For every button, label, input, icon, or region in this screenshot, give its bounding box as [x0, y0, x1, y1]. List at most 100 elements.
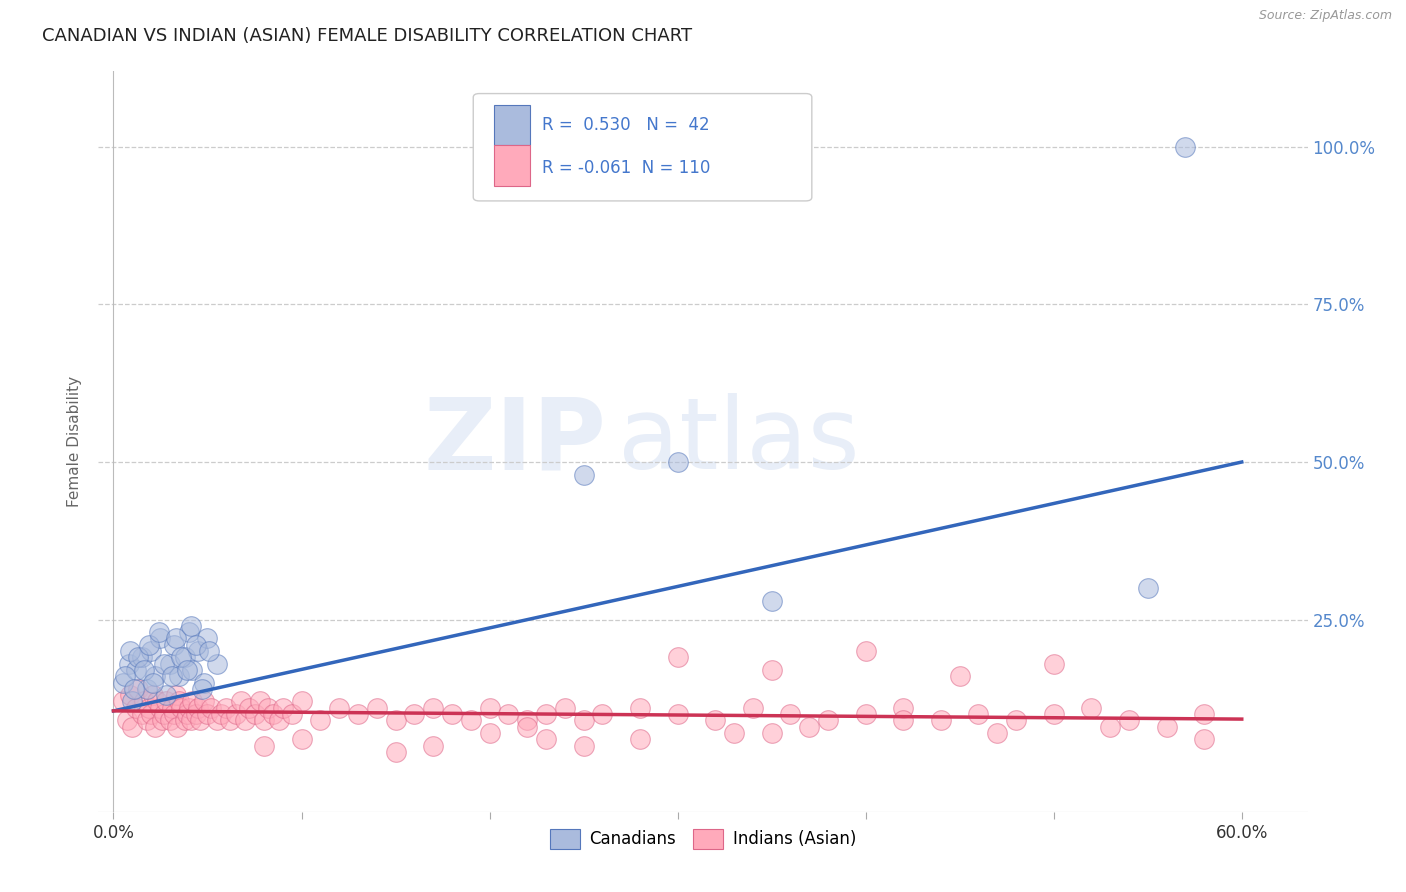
Point [145, 694, 167, 708]
Point [169, 669, 191, 683]
Point [170, 650, 193, 665]
Point [1192, 732, 1215, 747]
Point [516, 720, 538, 734]
Point [929, 714, 952, 728]
Point [328, 700, 350, 714]
Point [704, 714, 727, 728]
Point [153, 657, 176, 671]
Point [181, 663, 204, 677]
Point [111, 675, 134, 690]
Point [949, 669, 972, 683]
Point [115, 714, 138, 728]
Point [243, 707, 266, 722]
Point [132, 663, 155, 677]
Point [238, 700, 260, 714]
Point [169, 694, 191, 708]
Point [271, 700, 294, 714]
Point [139, 707, 162, 722]
Y-axis label: Female Disability: Female Disability [67, 376, 83, 508]
Point [138, 700, 160, 714]
Point [855, 707, 877, 722]
Point [150, 714, 173, 728]
Point [253, 739, 276, 753]
Point [180, 619, 202, 633]
Point [723, 726, 745, 740]
Point [249, 694, 271, 708]
Point [187, 700, 209, 714]
Point [779, 707, 801, 722]
Point [591, 707, 613, 722]
Point [114, 669, 136, 683]
Point [165, 688, 187, 702]
Point [309, 714, 332, 728]
Point [120, 688, 142, 702]
Point [1156, 720, 1178, 734]
Point [149, 700, 172, 714]
Point [209, 707, 232, 722]
Point [186, 707, 208, 722]
Point [188, 714, 211, 728]
Point [628, 700, 651, 714]
Point [666, 707, 689, 722]
Point [460, 714, 482, 728]
Point [142, 675, 165, 690]
Point [440, 707, 463, 722]
Point [1192, 707, 1215, 722]
Point [290, 694, 312, 708]
Point [136, 714, 159, 728]
Point [181, 694, 204, 708]
Point [572, 739, 595, 753]
Point [761, 726, 783, 740]
Point [155, 694, 177, 708]
Text: atlas: atlas [619, 393, 860, 490]
Bar [494, 104, 530, 145]
Point [127, 650, 149, 665]
Point [231, 694, 253, 708]
Point [170, 700, 193, 714]
Point [143, 669, 166, 683]
Point [215, 700, 238, 714]
Point [125, 700, 148, 714]
Point [186, 638, 208, 652]
Point [160, 669, 183, 683]
Point [153, 707, 176, 722]
Point [125, 663, 148, 677]
Point [120, 644, 142, 658]
Point [498, 707, 520, 722]
Point [817, 714, 839, 728]
Point [177, 700, 200, 714]
Point [384, 714, 406, 728]
FancyBboxPatch shape [474, 94, 811, 201]
Point [160, 700, 183, 714]
Point [761, 663, 783, 677]
Text: ZIP: ZIP [423, 393, 606, 490]
Point [572, 467, 595, 482]
Point [262, 707, 284, 722]
Point [166, 720, 188, 734]
Point [290, 732, 312, 747]
Point [131, 650, 153, 665]
Point [366, 700, 388, 714]
Point [139, 644, 162, 658]
Point [205, 657, 228, 671]
Point [1099, 720, 1122, 734]
Point [138, 638, 160, 652]
Point [177, 625, 200, 640]
Point [572, 714, 595, 728]
Point [193, 675, 215, 690]
Point [174, 714, 197, 728]
Point [891, 714, 914, 728]
Point [176, 707, 198, 722]
Point [516, 714, 538, 728]
Point [1136, 581, 1159, 595]
Point [986, 726, 1008, 740]
Point [1080, 700, 1102, 714]
Point [121, 694, 143, 708]
Text: CANADIAN VS INDIAN (ASIAN) FEMALE DISABILITY CORRELATION CHART: CANADIAN VS INDIAN (ASIAN) FEMALE DISABI… [42, 27, 692, 45]
Point [149, 632, 172, 646]
Point [534, 732, 557, 747]
Point [1042, 707, 1064, 722]
Point [741, 700, 763, 714]
Point [1174, 140, 1197, 154]
Point [197, 707, 219, 722]
